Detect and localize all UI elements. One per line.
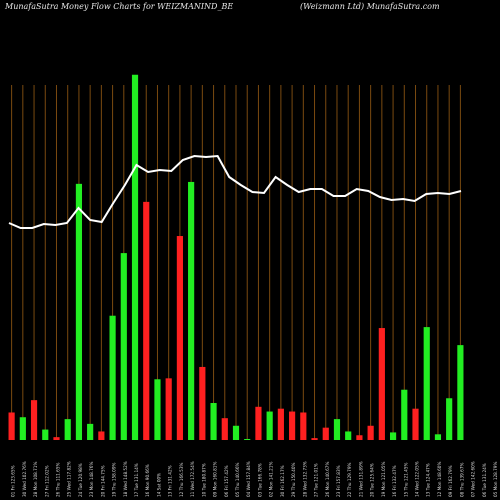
money-flow-bar	[109, 315, 116, 440]
money-flow-bar	[176, 236, 183, 440]
x-tick-label: 21 Wed 131.89%	[358, 461, 363, 497]
x-tick-label: 10 Tue 180.87%	[201, 463, 206, 497]
x-tick-label: 26 Mon 140.67%	[325, 462, 330, 497]
money-flow-bar	[244, 439, 251, 440]
money-flow-bar	[30, 400, 38, 440]
money-flow-bar	[232, 425, 240, 440]
x-tick-label: 27 Fri 112.02%	[44, 465, 49, 497]
x-tick-label: 11 Wed 172.54%	[190, 461, 195, 497]
x-tick-label: 04 Wed 157.84%	[246, 461, 251, 497]
x-tick-label: 20 Tue 125.64%	[370, 463, 375, 497]
x-tick-label: 09 Fri 162.79%	[448, 465, 453, 497]
x-tick-label: 15 Thu 121.45%	[403, 462, 408, 497]
x-tick-label: 30 Fri 162.17%	[280, 465, 285, 497]
x-tick-label: 17 Tue 131.14%	[134, 463, 139, 497]
x-tick-label: 25 Wed 117.82%	[67, 461, 72, 497]
x-tick-label: 27 Tue 121.01%	[314, 463, 319, 497]
money-flow-bar	[64, 419, 71, 440]
money-flow-bar	[143, 201, 150, 440]
money-flow-bar	[266, 411, 273, 440]
x-tick-label: 18 Wed 148.52%	[123, 461, 128, 497]
money-flow-bar	[300, 412, 307, 440]
money-flow-bar	[131, 74, 139, 440]
money-flow-bar	[42, 429, 49, 440]
money-flow-bar	[199, 366, 206, 440]
x-tick-label: 05 Thu 140.66%	[235, 462, 240, 497]
money-flow-bar	[221, 418, 228, 440]
money-flow-bar	[75, 183, 83, 440]
money-flow-bar	[356, 435, 363, 440]
x-tick-label: 16 Mon 90.66%	[145, 464, 150, 497]
chart-title: MunafaSutra Money Flow Charts for WEIZMA…	[5, 2, 234, 11]
chart-site-label: (Weizmann Ltd) MunafaSutra.com	[300, 2, 440, 11]
x-tick-label: 09 Mon 160.81%	[213, 462, 218, 497]
money-flow-bar	[98, 431, 105, 440]
money-flow-bar	[87, 423, 94, 440]
money-flow-bar	[210, 403, 217, 440]
x-tick-label: 12 Mon 148.60%	[437, 462, 442, 497]
x-tick-label: 23 Mon 148.76%	[89, 462, 94, 497]
x-tick-label: 30 Wed 102.76%	[22, 461, 27, 497]
x-tick-label: 06 Fri 157.42%	[224, 465, 229, 497]
money-flow-bar	[389, 432, 397, 440]
money-flow-bar	[401, 389, 408, 440]
money-flow-bar	[367, 425, 374, 440]
money-flow-bar	[311, 438, 318, 440]
x-tick-label: 22 Thu 129.79%	[347, 462, 352, 497]
x-tick-label: 28 Mon 108.71%	[33, 462, 38, 497]
money-flow-bar	[188, 181, 195, 440]
money-flow-bar	[154, 379, 161, 440]
money-flow-bar	[457, 345, 464, 440]
x-tick-label: 13 Fri 131.42%	[168, 465, 173, 497]
x-tick-label: 20 Fri 144.75%	[100, 465, 105, 497]
money-flow-bar	[277, 408, 284, 440]
money-flow-bar	[446, 398, 453, 440]
money-flow-bar	[345, 431, 352, 440]
money-flow-bar	[412, 408, 419, 440]
money-flow-bar	[8, 412, 15, 440]
x-tick-label: 16 Fri 132.47%	[392, 465, 397, 497]
x-tick-label: 05 Mon 128.79%	[493, 462, 498, 497]
money-flow-bar	[53, 437, 60, 440]
x-tick-label: 02 Mon 141.21%	[269, 462, 274, 497]
x-tick-label: 26 Thu 111.65%	[55, 462, 60, 497]
x-tick-label: 13 Tue 124.47%	[426, 463, 431, 497]
money-flow-bar	[120, 253, 127, 440]
x-tick-label: 08 Thu 139.67%	[459, 462, 464, 497]
money-flow-bar	[434, 434, 442, 440]
x-tick-label: 12 Thu 166.53%	[179, 462, 184, 497]
money-flow-bar	[333, 419, 341, 440]
x-tick-label: 19 Mon 121.05%	[381, 462, 386, 497]
money-flow-bar	[165, 378, 172, 440]
x-tick-label: 23 Fri 157.83%	[336, 465, 341, 497]
x-tick-label: 14 Wed 122.05%	[415, 461, 420, 497]
money-flow-bar	[378, 328, 385, 440]
money-flow-bar	[289, 411, 296, 440]
x-tick-label: 29 Thu 150.40%	[291, 462, 296, 497]
price-line	[8, 154, 462, 229]
x-tick-label: 14 Sat 00%	[156, 473, 161, 497]
x-tick-label: 06 Tue 131.24%	[482, 463, 487, 497]
money-flow-bar	[322, 427, 329, 440]
x-tick-label: 01 Fri 123.65%	[11, 465, 16, 497]
money-flow-bar	[19, 417, 26, 440]
x-tick-label: 28 Wed 132.73%	[302, 461, 307, 497]
x-tick-label: 24 Tue 120.98%	[78, 463, 83, 497]
x-tick-label: 03 Tue 166.78%	[257, 463, 262, 497]
money-flow-bar	[255, 406, 262, 440]
money-flow-bar	[423, 327, 430, 440]
x-tick-label: 19 Thu 158.09%	[112, 462, 117, 497]
x-tick-label: 07 Wed 142.60%	[471, 461, 476, 497]
